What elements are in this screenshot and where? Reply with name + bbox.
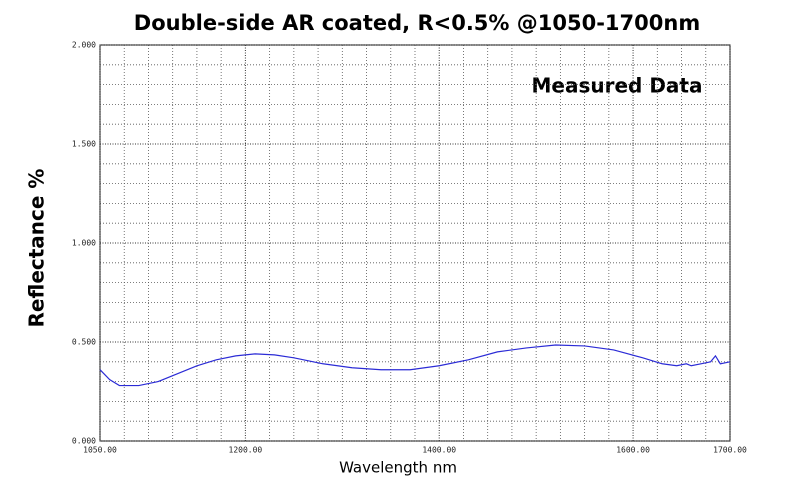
x-tick-label: 1600.00 (616, 446, 650, 455)
x-tick-label: 1400.00 (422, 446, 456, 455)
annotation: Measured Data (532, 74, 703, 98)
x-tick-label: 1700.00 (713, 446, 747, 455)
y-tick-label: 2.000 (72, 41, 96, 50)
data-line (99, 344, 731, 387)
x-axis-label: Wavelength nm (339, 459, 457, 477)
x-tick-label: 1050.00 (83, 446, 117, 455)
y-tick-label: 1.500 (72, 140, 96, 149)
y-tick-label: 0.000 (72, 437, 96, 446)
y-tick-label: 1.000 (72, 239, 96, 248)
y-tick-label: 0.500 (72, 338, 96, 347)
chart-title: Double-side AR coated, R<0.5% @1050-1700… (134, 11, 700, 35)
y-axis-label: Reflectance % (25, 169, 49, 328)
x-tick-label: 1200.00 (229, 446, 263, 455)
